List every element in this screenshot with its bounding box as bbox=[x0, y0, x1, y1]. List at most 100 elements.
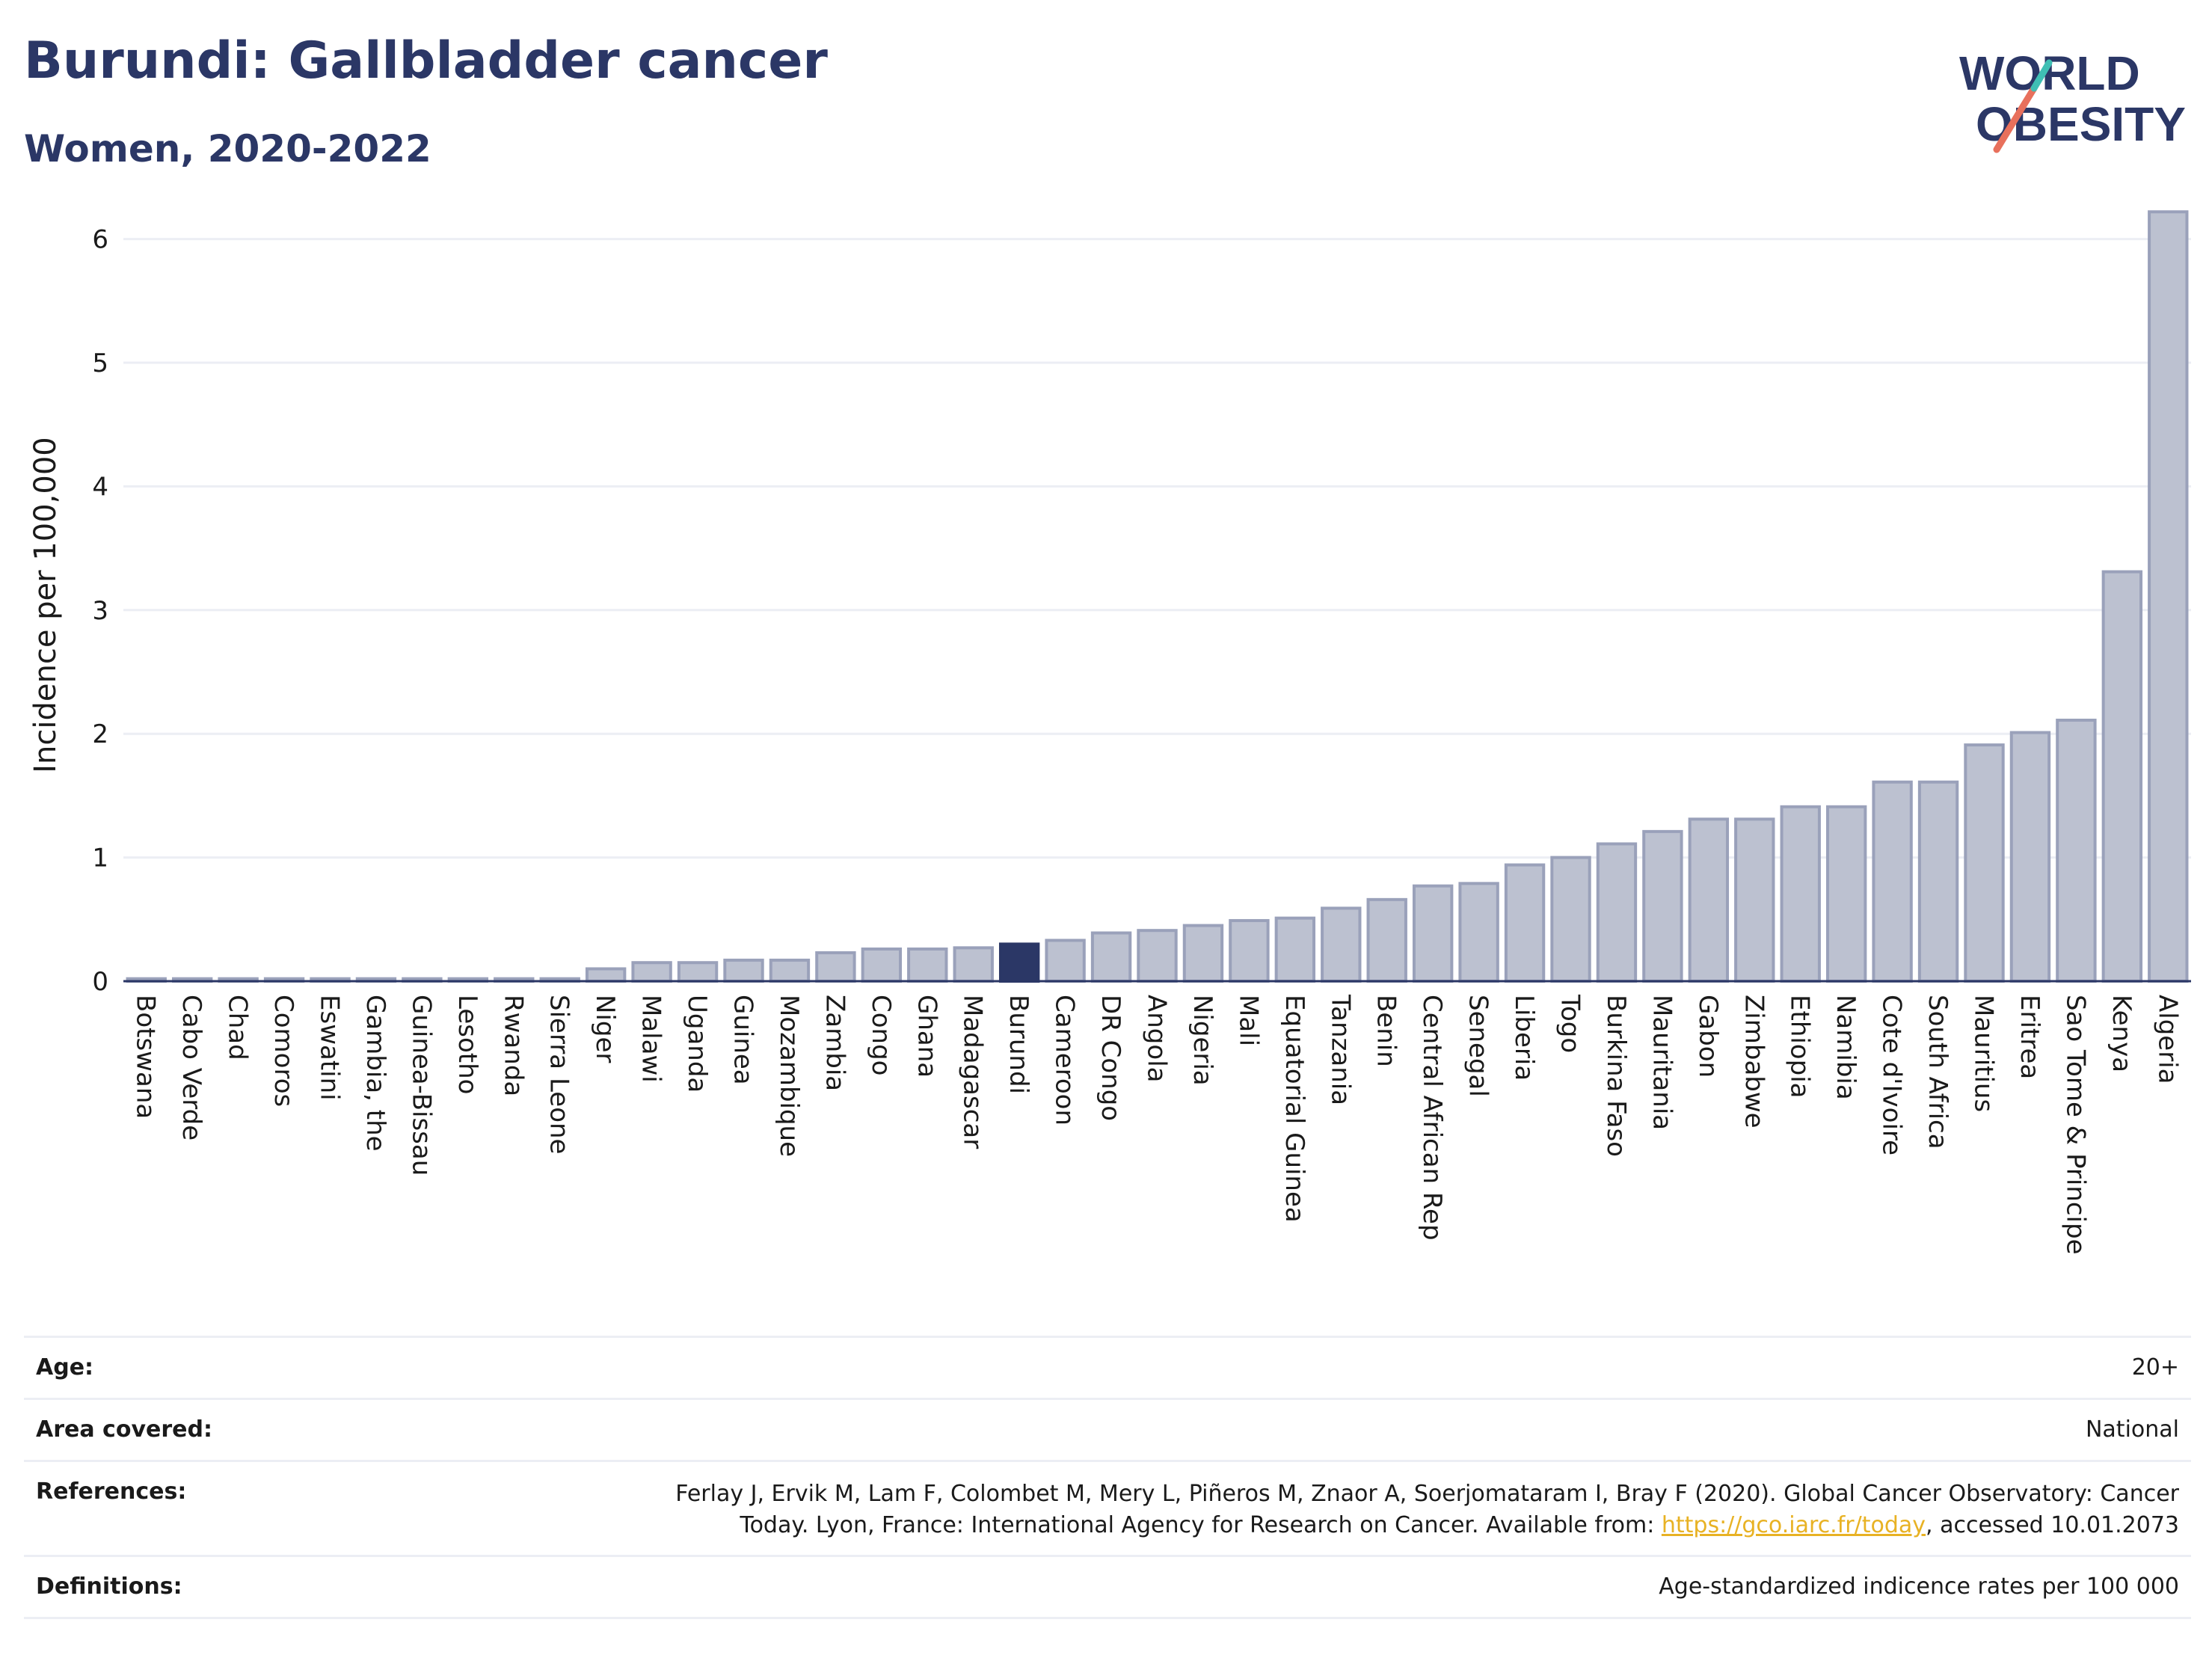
references-link[interactable]: https://gco.iarc.fr/today bbox=[1661, 1512, 1926, 1538]
x-tick-label: Algeria bbox=[2152, 995, 2182, 1084]
x-tick-label: Sierra Leone bbox=[544, 995, 574, 1154]
bar bbox=[2101, 570, 2143, 983]
x-tick-label: Eswatini bbox=[315, 995, 345, 1101]
x-tick-label: Namibia bbox=[1831, 995, 1861, 1100]
bar bbox=[1229, 918, 1270, 983]
references-line-2: Today. Lyon, France: International Agenc… bbox=[675, 1510, 2179, 1541]
bar bbox=[1137, 929, 1178, 983]
bar bbox=[677, 961, 719, 983]
x-tick-label: DR Congo bbox=[1096, 995, 1125, 1121]
x-tick-label: Equatorial Guinea bbox=[1279, 995, 1309, 1223]
x-tick-label: Congo bbox=[866, 995, 896, 1075]
x-tick-label: Ethiopia bbox=[1785, 995, 1815, 1098]
x-tick-label: Benin bbox=[1371, 995, 1401, 1067]
bar bbox=[1090, 931, 1132, 983]
x-tick-label: Malawi bbox=[636, 995, 666, 1083]
bar bbox=[631, 961, 672, 983]
bar bbox=[815, 951, 856, 983]
x-tick-label: Eritrea bbox=[2015, 995, 2044, 1079]
y-tick-label: 3 bbox=[92, 596, 108, 626]
bar-highlighted bbox=[998, 942, 1040, 983]
x-tick-label: Zimbabwe bbox=[1739, 995, 1769, 1129]
chart-title: Burundi: Gallbladder cancer bbox=[24, 31, 828, 90]
bar bbox=[953, 946, 994, 983]
bar bbox=[585, 967, 627, 983]
y-tick-label: 5 bbox=[92, 348, 108, 378]
bar bbox=[2056, 719, 2097, 983]
chart-subtitle: Women, 2020-2022 bbox=[24, 127, 431, 171]
x-tick-label: Cameroon bbox=[1050, 995, 1080, 1126]
bar bbox=[1596, 842, 1638, 983]
bar bbox=[861, 947, 903, 983]
bar bbox=[1504, 863, 1546, 983]
bar bbox=[1642, 829, 1683, 983]
x-tick-label: Niger bbox=[590, 995, 620, 1063]
meta-row-references: References: Ferlay J, Ervik M, Lam F, Co… bbox=[24, 1460, 2191, 1555]
bar bbox=[769, 958, 811, 983]
x-tick-label: Burundi bbox=[1004, 995, 1033, 1094]
x-tick-label: Burkina Faso bbox=[1601, 995, 1631, 1157]
world-obesity-logo: WORLD OBESITY bbox=[1959, 46, 2186, 153]
bar bbox=[1274, 916, 1316, 983]
area-label: Area covered: bbox=[36, 1416, 212, 1443]
x-tick-label: Madagascar bbox=[958, 995, 988, 1149]
bar bbox=[907, 947, 948, 983]
bar bbox=[1321, 906, 1362, 983]
y-axis-label: Incidence per 100,000 bbox=[28, 437, 63, 773]
references-line-1: Ferlay J, Ervik M, Lam F, Colombet M, Me… bbox=[675, 1481, 2179, 1507]
x-tick-label: Lesotho bbox=[452, 995, 482, 1094]
bar bbox=[1917, 780, 1959, 983]
bar bbox=[1182, 924, 1224, 983]
bar bbox=[1872, 780, 1913, 983]
y-tick-label: 0 bbox=[92, 967, 108, 997]
x-tick-label: Mauritania bbox=[1647, 995, 1677, 1130]
x-tick-label: Tanzania bbox=[1325, 994, 1355, 1105]
x-tick-label: Liberia bbox=[1509, 995, 1539, 1081]
x-tick-label: Botswana bbox=[131, 995, 161, 1119]
x-tick-label: Gambia, the bbox=[360, 995, 390, 1152]
svg-text:OBESITY: OBESITY bbox=[1976, 97, 2186, 151]
x-tick-label: Gabon bbox=[1693, 995, 1723, 1078]
x-tick-label: Comoros bbox=[268, 995, 298, 1107]
bar bbox=[723, 958, 764, 983]
x-tick-label: Nigeria bbox=[1188, 995, 1217, 1086]
x-tick-label: Guinea-Bissau bbox=[406, 995, 436, 1176]
bar bbox=[1045, 939, 1086, 983]
x-tick-label: Togo bbox=[1555, 994, 1585, 1053]
y-tick-label: 2 bbox=[92, 719, 108, 749]
x-tick-label: South Africa bbox=[1923, 995, 1953, 1149]
bar bbox=[1964, 743, 2005, 983]
bar bbox=[1780, 805, 1821, 983]
svg-text:WORLD: WORLD bbox=[1959, 46, 2140, 100]
x-tick-label: Chad bbox=[223, 995, 253, 1060]
definitions-label: Definitions: bbox=[36, 1573, 182, 1600]
x-tick-label: Zambia bbox=[820, 995, 850, 1091]
area-value: National bbox=[2085, 1416, 2179, 1443]
x-tick-label: Central African Rep bbox=[1417, 995, 1447, 1241]
meta-row-area: Area covered: National bbox=[24, 1398, 2191, 1460]
x-tick-label: Mali bbox=[1233, 995, 1263, 1046]
references-label: References: bbox=[36, 1479, 187, 1505]
references-line-2-end: , accessed 10.01.2073 bbox=[1926, 1512, 2179, 1538]
x-tick-label: Kenya bbox=[2107, 995, 2136, 1072]
y-tick-label: 1 bbox=[92, 844, 108, 873]
x-tick-label: Mozambique bbox=[774, 995, 804, 1157]
x-tick-label: Uganda bbox=[682, 995, 712, 1093]
bar bbox=[1366, 897, 1407, 983]
bar bbox=[2009, 731, 2051, 983]
age-label: Age: bbox=[36, 1354, 94, 1381]
bar bbox=[2148, 210, 2189, 983]
x-tick-label: Senegal bbox=[1463, 995, 1493, 1097]
references-value: Ferlay J, Ervik M, Lam F, Colombet M, Me… bbox=[675, 1462, 2191, 1541]
bar bbox=[1412, 884, 1454, 983]
x-tick-label: Angola bbox=[1142, 995, 1172, 1082]
x-tick-label: Sao Tome & Principe bbox=[2060, 995, 2090, 1255]
y-tick-label: 4 bbox=[92, 472, 108, 502]
age-value: 20+ bbox=[2131, 1354, 2179, 1381]
meta-row-age: Age: 20+ bbox=[24, 1336, 2191, 1398]
y-tick-label: 6 bbox=[92, 225, 108, 255]
references-line-2-start: Today. Lyon, France: International Agenc… bbox=[740, 1512, 1662, 1538]
bar bbox=[1688, 817, 1730, 983]
definitions-value: Age-standardized indicence rates per 100… bbox=[1659, 1573, 2179, 1600]
bar bbox=[1734, 817, 1775, 983]
